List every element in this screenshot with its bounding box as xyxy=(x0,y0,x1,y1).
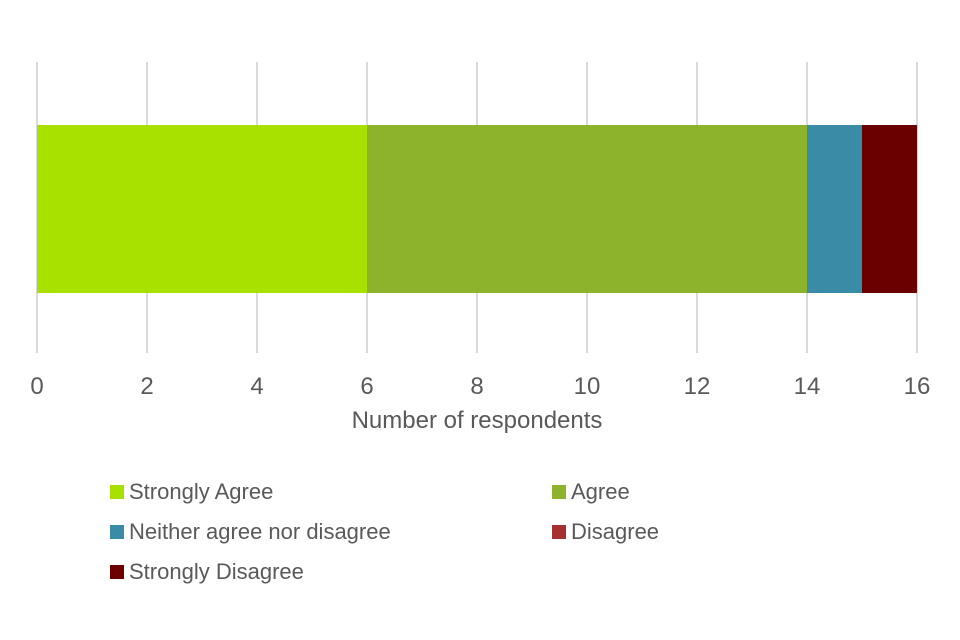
x-tick-label: 4 xyxy=(250,373,264,400)
legend-item-strongly-disagree: Strongly Disagree xyxy=(110,552,552,592)
legend-label: Strongly Disagree xyxy=(129,559,304,584)
legend-item-neither-agree-nor-disagree: Neither agree nor disagree xyxy=(110,512,552,552)
legend-swatch-icon xyxy=(110,485,124,499)
stacked-bar xyxy=(37,125,917,293)
legend-item-strongly-agree: Strongly Agree xyxy=(110,472,552,512)
legend-label: Disagree xyxy=(571,519,660,544)
x-tick-label: 0 xyxy=(30,373,44,400)
legend-item-disagree: Disagree xyxy=(552,512,659,552)
bar-segment-neither-agree-nor-disagree xyxy=(807,125,862,293)
legend-swatch-icon xyxy=(552,485,566,499)
bar-segment-agree xyxy=(367,125,807,293)
x-tick-label: 10 xyxy=(573,373,601,400)
legend-label: Neither agree nor disagree xyxy=(129,519,391,544)
legend-swatch-icon xyxy=(110,525,124,539)
bar-segment-strongly-disagree xyxy=(862,125,917,293)
bar-segment-strongly-agree xyxy=(37,125,367,293)
legend-swatch-icon xyxy=(110,565,124,579)
x-tick-label: 8 xyxy=(470,373,484,400)
x-axis-tick-labels: 0 2 4 6 8 10 12 14 16 xyxy=(30,372,930,402)
gridline xyxy=(916,62,918,353)
x-tick-label: 2 xyxy=(140,373,154,400)
x-axis-title: Number of respondents xyxy=(351,407,603,434)
legend-label: Strongly Agree xyxy=(129,479,274,504)
x-tick-label: 12 xyxy=(683,373,711,400)
x-tick-label: 16 xyxy=(903,373,931,400)
x-tick-label: 14 xyxy=(793,373,821,400)
legend: Strongly Agree Agree Neither agree nor dis… xyxy=(110,472,659,592)
legend-item-agree: Agree xyxy=(552,472,659,512)
legend-swatch-icon xyxy=(552,525,566,539)
legend-label: Agree xyxy=(571,479,630,504)
plot-area xyxy=(36,62,918,353)
x-tick-label: 6 xyxy=(360,373,374,400)
